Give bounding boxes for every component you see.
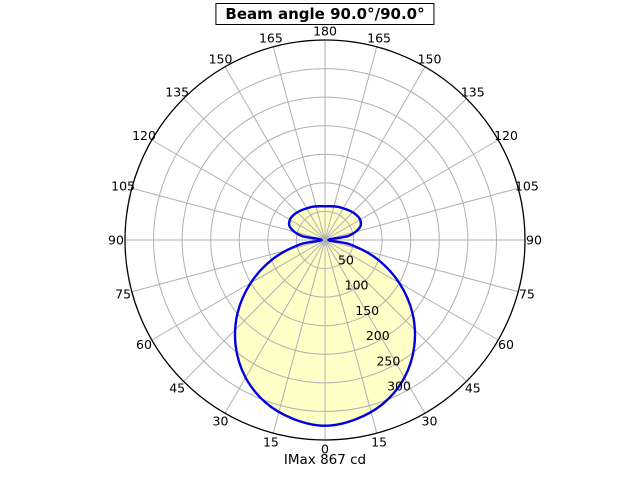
imax-label: IMax 867 cd [283,452,367,468]
angle-tick-label: 165 [259,31,283,46]
angle-tick-label: 75 [115,287,131,302]
grid-spoke [324,46,378,241]
angle-tick-label: 165 [367,31,391,46]
radial-tick-label: 250 [376,353,400,368]
angle-tick-label: 135 [461,85,485,100]
angle-tick-label: 15 [371,434,387,449]
angle-tick-label: 120 [132,128,156,143]
radial-tick-label: 300 [387,379,411,394]
angle-tick-label: 30 [422,414,438,429]
angle-tick-label: 45 [169,380,185,395]
grid-spoke [324,239,499,341]
angle-tick-label: 150 [418,52,442,67]
angle-tick-label: 15 [263,434,279,449]
angle-tick-label: 45 [465,380,481,395]
angle-tick-label: 180 [313,24,337,39]
radial-tick-label: 50 [338,253,354,268]
angle-tick-label: 135 [165,85,189,100]
angle-tick-label: 60 [136,337,152,352]
angle-tick-label: 120 [494,128,518,143]
radial-tick-label: 150 [355,303,379,318]
angle-tick-label: 60 [498,337,514,352]
angle-tick-label: 105 [515,178,539,193]
angle-tick-label: 105 [111,178,135,193]
grid-spoke [324,239,378,434]
angle-tick-label: 0 [321,442,329,457]
grid-spoke [324,239,467,382]
radial-tick-label: 100 [345,278,369,293]
angle-tick-label: 150 [209,52,233,67]
angle-tick-label: 75 [519,287,535,302]
angle-tick-label: 90 [108,233,124,248]
grid-spoke [272,239,326,434]
grid-spoke [224,239,326,414]
chart-title: Beam angle 90.0°/90.0° [215,3,435,25]
grid-spoke [151,239,326,341]
grid-spoke [324,98,467,241]
radial-tick-label: 200 [366,328,390,343]
grid-spoke [224,66,326,241]
grid-spoke [324,139,499,241]
grid-spoke [324,239,426,414]
grid-spoke [151,139,326,241]
angle-tick-label: 90 [526,233,542,248]
angle-tick-label: 30 [213,414,229,429]
grid-spoke [324,66,426,241]
grid-spoke [183,98,326,241]
grid-spoke [183,239,326,382]
outer-circle [124,39,526,441]
grid-spoke [272,46,326,241]
beam-curve [233,205,417,427]
